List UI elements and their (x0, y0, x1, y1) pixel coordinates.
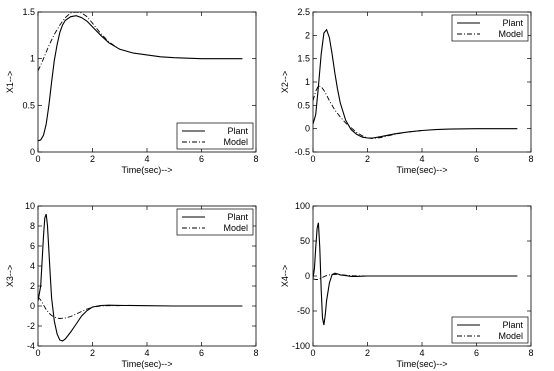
y-tick-label: 0 (305, 271, 310, 281)
x-axis-label: Time(sec)--> (122, 165, 173, 175)
x-tick-label: 6 (474, 348, 479, 358)
y-tick-label: 100 (295, 201, 310, 211)
x-tick-label: 8 (253, 348, 258, 358)
plant-series-line (38, 213, 243, 342)
y-tick-label: 10 (25, 201, 35, 211)
y-tick-label: 0 (30, 147, 35, 157)
subplot-2: 0 2 4 6 8-0.500.511.522.5Time(sec)-->X2-->Pl… (280, 7, 534, 175)
legend-label: Model (498, 331, 523, 341)
y-axis-label: X3--> (5, 265, 15, 287)
y-axis-label: X2--> (280, 71, 290, 93)
legend-box (176, 122, 254, 150)
legend-label: Model (223, 223, 248, 233)
y-tick-label: 1.5 (297, 54, 310, 64)
plant-series-line (38, 15, 243, 142)
x-tick-label: 6 (474, 154, 479, 164)
model-series-line (38, 12, 121, 71)
x-tick-label: 4 (419, 154, 424, 164)
y-tick-label: -4 (27, 341, 35, 351)
legend-box (451, 14, 529, 42)
x-tick-label: 2 (90, 154, 95, 164)
x-tick-label: 0 (310, 154, 315, 164)
y-tick-label: -0.5 (294, 147, 310, 157)
x-tick-label: 2 (365, 154, 370, 164)
x-tick-label: 4 (144, 154, 149, 164)
y-tick-label: -100 (292, 341, 310, 351)
subplot-3: 0 2 4 6 8 -4 -2 0 2 4 6 8 10 Time(sec)--> X3--> PlantMo… (5, 201, 259, 369)
model-series-line (38, 296, 120, 319)
y-tick-label: 1 (30, 54, 35, 64)
y-tick-label: 0 (30, 301, 35, 311)
legend-label: Plant (227, 212, 248, 222)
x-tick-label: 4 (144, 348, 149, 358)
y-tick-label: 1.5 (22, 7, 35, 17)
y-axis-label: X1--> (5, 71, 15, 93)
x-tick-label: 8 (528, 348, 533, 358)
y-axis-label: X4--> (280, 265, 290, 287)
subplot-4: 0 2 4 6 8 -100 -50 0 50 100 Time(sec)--> X4--> Plant… (280, 201, 534, 369)
legend-label: Model (223, 137, 248, 147)
plant-series-line (313, 28, 518, 139)
x-tick-label: 2 (90, 348, 95, 358)
x-tick-label: 6 (199, 348, 204, 358)
legend-box (176, 208, 254, 236)
x-tick-label: 6 (199, 154, 204, 164)
legend-label: Plant (502, 320, 523, 330)
legend-label: Plant (227, 126, 248, 136)
y-tick-label: 2.5 (297, 7, 310, 17)
y-tick-label: -2 (27, 321, 35, 331)
x-tick-label: 8 (253, 154, 258, 164)
x-tick-label: 0 (35, 348, 40, 358)
x-tick-label: 0 (310, 348, 315, 358)
x-tick-label: 8 (528, 154, 533, 164)
model-series-line (313, 85, 423, 139)
y-tick-label: 4 (30, 261, 35, 271)
y-tick-label: 0.5 (22, 100, 35, 110)
legend-box (451, 316, 529, 344)
y-tick-label: 0.5 (297, 100, 310, 110)
x-axis-label: Time(sec)--> (397, 165, 448, 175)
x-axis-label: Time(sec)--> (397, 359, 448, 369)
y-tick-label: 50 (300, 236, 310, 246)
legend-label: Model (498, 29, 523, 39)
legend-label: Plant (502, 18, 523, 28)
x-tick-label: 0 (35, 154, 40, 164)
x-axis-label: Time(sec)--> (122, 359, 173, 369)
plant-series-line (313, 222, 518, 326)
x-tick-label: 2 (365, 348, 370, 358)
y-tick-label: 1 (305, 77, 310, 87)
y-tick-label: 6 (30, 241, 35, 251)
y-tick-label: 0 (305, 124, 310, 134)
x-tick-label: 4 (419, 348, 424, 358)
y-tick-label: 2 (305, 30, 310, 40)
y-tick-label: 2 (30, 281, 35, 291)
y-tick-label: -50 (297, 306, 310, 316)
y-tick-label: 8 (30, 221, 35, 231)
